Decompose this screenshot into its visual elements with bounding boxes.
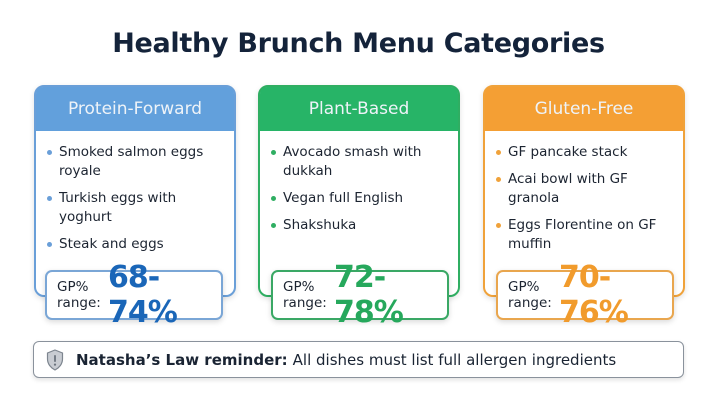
list-item: Turkish eggs with yoghurt (46, 189, 226, 227)
list-item: Acai bowl with GF granola (495, 170, 675, 208)
list-item: Avocado smash with dukkah (270, 143, 450, 181)
gp-range-value: 72-78% (333, 260, 404, 330)
gp-range-box: GP% range: 68-74% (45, 260, 223, 330)
list-item: Vegan full English (270, 189, 450, 208)
category-card-plant-based: Plant-Based Avocado smash with dukkah Ve… (258, 85, 460, 297)
item-list: Avocado smash with dukkah Vegan full Eng… (260, 131, 458, 235)
bullet-icon (47, 196, 52, 201)
shield-warning-icon (46, 348, 64, 371)
allergen-reminder-banner: Natasha’s Law reminder: All dishes must … (33, 341, 684, 378)
reminder-heading: Natasha’s Law reminder: (76, 350, 288, 369)
card-header: Plant-Based (260, 87, 458, 131)
list-item: Eggs Florentine on GF muffin (495, 216, 675, 254)
list-item: Steak and eggs (46, 235, 226, 254)
gp-range-value: 70-76% (558, 260, 629, 330)
bullet-icon (271, 196, 276, 201)
item-list: GF pancake stack Acai bowl with GF grano… (485, 131, 683, 254)
item-list: Smoked salmon eggs royale Turkish eggs w… (36, 131, 234, 254)
page-title: Healthy Brunch Menu Categories (112, 28, 605, 59)
card-header: Protein-Forward (36, 87, 234, 131)
list-item: GF pancake stack (495, 143, 675, 162)
gp-label: GP% range: (508, 279, 552, 311)
bullet-icon (47, 242, 52, 247)
gp-label: GP% range: (57, 279, 101, 311)
gp-label: GP% range: (283, 279, 327, 311)
card-header: Gluten-Free (485, 87, 683, 131)
bullet-icon (496, 150, 501, 155)
gp-range-value: 68-74% (107, 260, 178, 330)
gp-range-box: GP% range: 70-76% (496, 260, 674, 330)
reminder-text: All dishes must list full allergen ingre… (292, 350, 617, 369)
bullet-icon (496, 223, 501, 228)
bullet-icon (271, 223, 276, 228)
bullet-icon (496, 177, 501, 182)
gp-range-box: GP% range: 72-78% (271, 260, 449, 330)
bullet-icon (47, 150, 52, 155)
list-item: Shakshuka (270, 216, 450, 235)
category-card-protein-forward: Protein-Forward Smoked salmon eggs royal… (34, 85, 236, 297)
list-item: Smoked salmon eggs royale (46, 143, 226, 181)
bullet-icon (271, 150, 276, 155)
